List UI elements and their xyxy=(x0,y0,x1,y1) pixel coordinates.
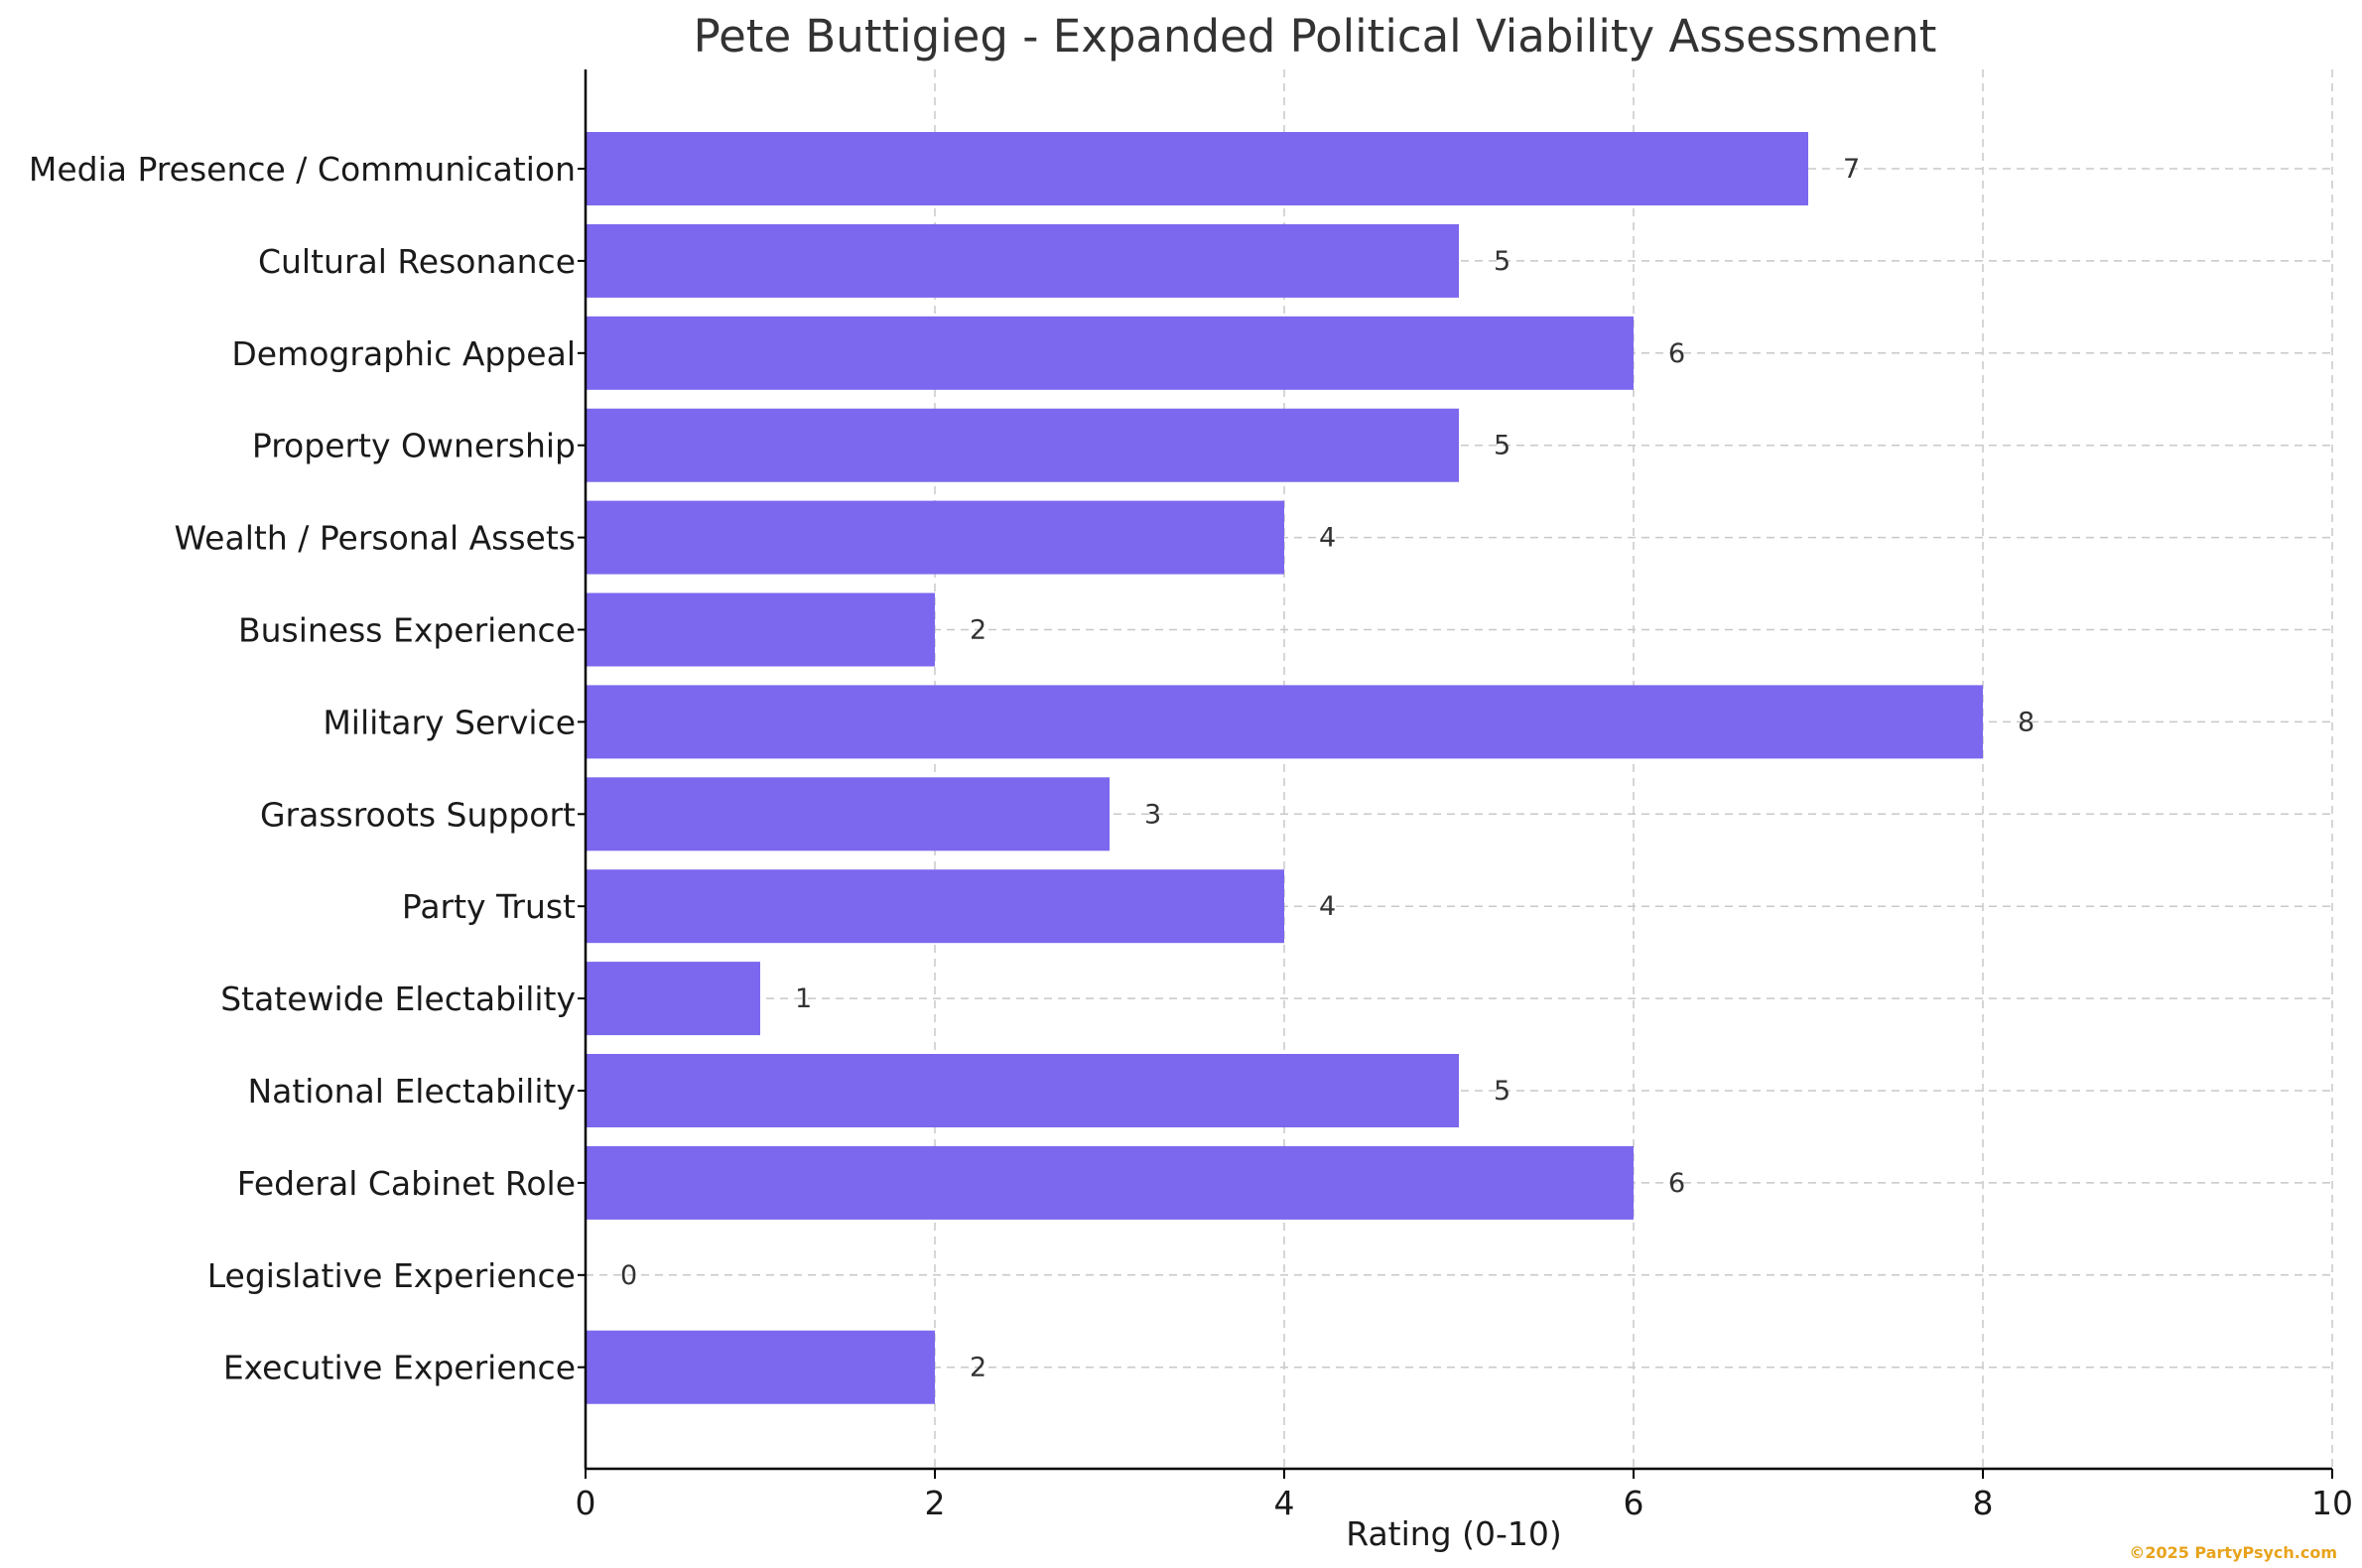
bar xyxy=(586,777,1110,851)
x-tick-label: 10 xyxy=(2311,1484,2353,1522)
x-tick-label: 0 xyxy=(576,1484,596,1522)
axes xyxy=(578,69,2333,1479)
data-label: 0 xyxy=(620,1260,637,1291)
data-label: 2 xyxy=(970,1353,986,1383)
y-tick-label: Military Service xyxy=(323,703,576,741)
chart-title: Pete Buttigieg - Expanded Political Viab… xyxy=(694,10,1937,63)
y-tick-label: Wealth / Personal Assets xyxy=(174,519,576,558)
data-label: 4 xyxy=(1319,523,1336,554)
y-tick-label: Business Experience xyxy=(238,611,576,650)
y-tick-label: National Electability xyxy=(247,1072,576,1111)
bar xyxy=(586,962,760,1036)
grid xyxy=(586,69,2333,1469)
bar xyxy=(586,1145,1634,1220)
data-label: 5 xyxy=(1494,246,1510,277)
bar xyxy=(586,685,1983,759)
data-label: 6 xyxy=(1668,1168,1685,1199)
data-label: 6 xyxy=(1668,338,1685,369)
x-tick-labels: 0 2 4 6 8 10 xyxy=(576,1484,2354,1522)
data-label: 7 xyxy=(1843,154,1860,185)
bar xyxy=(586,223,1459,298)
bar xyxy=(586,1330,935,1404)
y-tick-label: Federal Cabinet Role xyxy=(237,1164,576,1203)
bar xyxy=(586,592,935,667)
y-tick-label: Property Ownership xyxy=(252,427,576,465)
data-label: 8 xyxy=(2018,707,2034,737)
x-axis-label: Rating (0-10) xyxy=(1346,1514,1562,1553)
x-tick-label: 2 xyxy=(925,1484,946,1522)
y-tick-label: Legislative Experience xyxy=(207,1256,576,1295)
x-tick-label: 4 xyxy=(1274,1484,1295,1522)
y-tick-label: Demographic Appeal xyxy=(231,334,576,373)
y-tick-label: Grassroots Support xyxy=(260,795,576,834)
y-tick-label: Cultural Resonance xyxy=(258,242,576,281)
y-tick-label: Party Trust xyxy=(402,887,576,926)
data-label: 4 xyxy=(1319,891,1336,922)
data-label: 2 xyxy=(970,615,986,646)
data-label: 3 xyxy=(1144,799,1161,830)
y-tick-labels: Media Presence / Communication Cultural R… xyxy=(29,150,576,1387)
bar xyxy=(586,869,1284,944)
x-tick-label: 6 xyxy=(1624,1484,1644,1522)
x-tick-label: 8 xyxy=(1973,1484,1994,1522)
data-label: 1 xyxy=(795,983,812,1014)
y-tick-label: Media Presence / Communication xyxy=(29,150,576,189)
data-label: 5 xyxy=(1494,431,1510,461)
y-tick-label: Statewide Electability xyxy=(220,980,576,1018)
value-labels: 7 5 6 5 4 2 8 3 4 1 5 6 0 2 xyxy=(620,154,2034,1383)
bar xyxy=(586,316,1634,390)
bar xyxy=(586,1054,1459,1127)
data-label: 5 xyxy=(1494,1076,1510,1107)
bars xyxy=(586,132,1983,1404)
bar xyxy=(586,408,1459,482)
bar xyxy=(586,132,1808,205)
bar xyxy=(586,500,1284,575)
watermark: ©2025 PartyPsych.com xyxy=(2129,1543,2337,1562)
y-tick-label: Executive Experience xyxy=(223,1349,576,1387)
